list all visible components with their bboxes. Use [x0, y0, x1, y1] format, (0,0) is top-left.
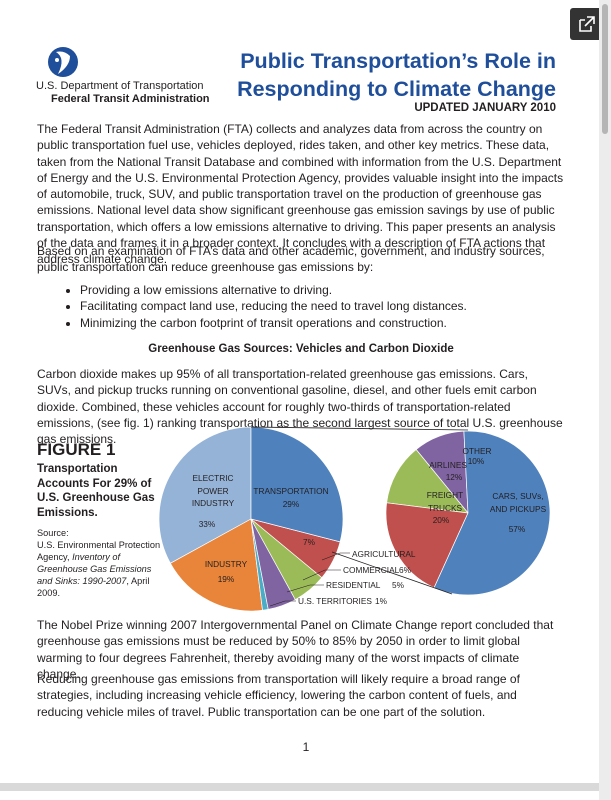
bullet: Providing a low emissions alternative to… — [80, 282, 560, 298]
page-number: 1 — [303, 740, 310, 754]
page-graphics: U.S. Department of Transportation Federa… — [36, 47, 556, 754]
agency-line: U.S. Department of Transportation — [36, 80, 204, 92]
source-agency: U.S. Environmental Protection Agency, — [37, 540, 161, 562]
paragraph: Based on an examination of FTA’s data an… — [37, 244, 545, 275]
updated-date: UPDATED JANUARY 2010 — [414, 102, 556, 114]
bullet: Facilitating compact land use, reducing … — [80, 298, 560, 314]
bullet: Minimizing the carbon footprint of trans… — [80, 315, 560, 331]
figure-source: Source: U.S. Environmental Protection Ag… — [37, 527, 165, 599]
open-external-button[interactable] — [570, 8, 602, 40]
scrollbar[interactable] — [599, 0, 611, 800]
figure-label: FIGURE 1 — [37, 440, 116, 459]
title-line: Public Transportation’s Role in — [240, 49, 556, 73]
agency-line: Federal Transit Administration — [51, 93, 210, 105]
source-label: Source: — [37, 528, 69, 538]
document-page: U.S. Department of Transportation Federa… — [0, 0, 599, 783]
next-page — [0, 791, 599, 800]
paragraph: The Federal Transit Administration (FTA)… — [37, 122, 564, 267]
scrollbar-thumb[interactable] — [602, 4, 608, 134]
paragraph: Reducing greenhouse gas emissions from t… — [37, 672, 520, 719]
source-title: Inventory of Greenhouse Gas Emissions an… — [37, 552, 152, 586]
section-heading: Greenhouse Gas Sources: Vehicles and Car… — [148, 343, 454, 355]
bullet-list: Providing a low emissions alternative to… — [62, 282, 560, 331]
figure-caption: Transportation Accounts For 29% of U.S. … — [37, 463, 155, 519]
dot-logo — [48, 47, 78, 77]
paragraph: The Nobel Prize winning 2007 Intergovern… — [37, 618, 554, 681]
paragraph: Carbon dioxide makes up 95% of all trans… — [37, 367, 563, 447]
title-line: Responding to Climate Change — [237, 77, 556, 101]
source-date: , April 2009. — [37, 576, 150, 598]
